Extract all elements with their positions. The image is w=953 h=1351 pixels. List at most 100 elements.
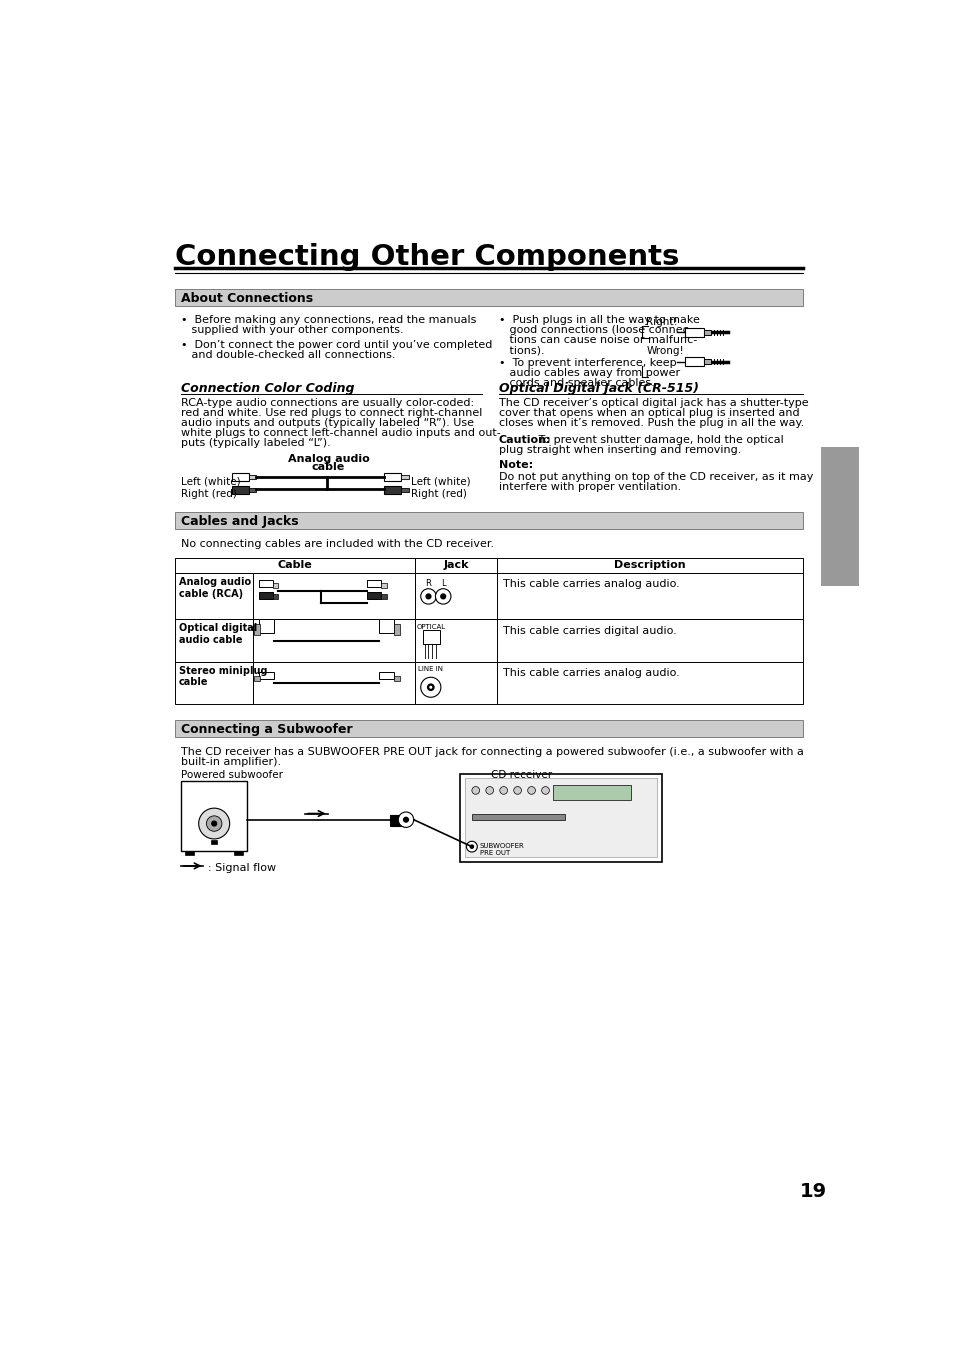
Bar [415,620,497,662]
Text: Right (red): Right (red) [181,489,237,499]
Circle shape [198,808,230,839]
Text: RCA-type audio connections are usually color-coded:: RCA-type audio connections are usually c… [181,397,474,408]
Bar [367,580,381,588]
Bar [174,573,253,620]
Circle shape [499,786,507,794]
Text: supplied with your other components.: supplied with your other components. [181,326,403,335]
Text: About Connections: About Connections [181,292,313,305]
Bar [415,662,497,704]
Bar [253,573,415,620]
Bar [384,486,401,494]
Text: Caution:: Caution: [498,435,551,446]
Bar [258,673,274,680]
Bar [174,512,802,528]
Text: The CD receiver’s optical digital jack has a shutter-type: The CD receiver’s optical digital jack h… [498,397,808,408]
Bar [174,620,253,662]
Text: plug straight when inserting and removing.: plug straight when inserting and removin… [498,446,740,455]
Text: interfere with proper ventilation.: interfere with proper ventilation. [498,482,680,492]
Text: built-in amplifier).: built-in amplifier). [181,758,281,767]
Bar [258,619,274,634]
Circle shape [513,786,521,794]
Text: : Signal flow: : Signal flow [208,863,276,873]
Text: Jack: Jack [443,561,468,570]
Circle shape [427,684,435,692]
Text: Stereo miniplug
cable: Stereo miniplug cable [179,666,267,688]
Bar [384,473,401,481]
Bar [249,474,256,480]
Bar [703,330,710,335]
Circle shape [206,816,222,831]
Bar [381,594,386,600]
Text: This cable carries analog audio.: This cable carries analog audio. [502,667,679,678]
Bar [401,474,409,480]
Circle shape [420,677,440,697]
Bar [258,592,273,598]
Circle shape [541,786,549,794]
Text: •  Push plugs in all the way to make: • Push plugs in all the way to make [498,315,700,326]
Text: Cable: Cable [277,561,313,570]
Text: audio cables away from power: audio cables away from power [498,369,679,378]
Text: cords and speaker cables.: cords and speaker cables. [498,378,654,389]
Bar [684,357,703,366]
Circle shape [469,844,474,848]
Text: Note:: Note: [498,461,533,470]
Bar [820,447,858,585]
Circle shape [425,593,431,600]
Bar [249,488,256,493]
Text: Analog audio: Analog audio [287,454,369,463]
Bar [211,840,217,844]
Circle shape [420,589,436,604]
Bar [174,289,802,307]
Bar [472,815,564,820]
Text: Cables and Jacks: Cables and Jacks [181,515,298,528]
Bar [233,851,243,855]
Bar [367,592,381,598]
Text: CD receiver: CD receiver [491,770,552,781]
Text: Description: Description [614,561,685,570]
Text: Optical Digital Jack (CR-515): Optical Digital Jack (CR-515) [498,382,699,396]
Circle shape [527,786,535,794]
Bar [390,815,404,825]
Bar [497,620,802,662]
Text: cover that opens when an optical plug is inserted and: cover that opens when an optical plug is… [498,408,799,417]
Text: Powered subwoofer: Powered subwoofer [181,770,283,781]
Bar [232,473,249,481]
Bar [378,673,394,680]
Bar [174,720,802,736]
Text: LINE IN: LINE IN [417,666,443,671]
Text: cable: cable [312,462,345,473]
Bar [394,676,399,681]
Text: R: R [425,580,431,589]
Bar [422,631,439,644]
Bar [459,774,661,862]
Text: OPTICAL: OPTICAL [416,624,445,630]
Bar [464,778,657,858]
Text: Optical digital
audio cable: Optical digital audio cable [179,623,257,644]
Bar [401,488,409,493]
Text: •  Before making any connections, read the manuals: • Before making any connections, read th… [181,315,476,326]
Bar [553,785,630,800]
Bar [181,781,247,851]
Text: To prevent shutter damage, hold the optical: To prevent shutter damage, hold the opti… [534,435,782,446]
Text: audio inputs and outputs (typically labeled “R”). Use: audio inputs and outputs (typically labe… [181,417,474,428]
Text: Right!: Right! [645,317,678,327]
Text: Do not put anything on top of the CD receiver, as it may: Do not put anything on top of the CD rec… [498,471,813,482]
Bar [253,662,415,704]
Bar [253,620,415,662]
Circle shape [439,593,446,600]
Bar [253,676,259,681]
Text: red and white. Use red plugs to connect right-channel: red and white. Use red plugs to connect … [181,408,482,417]
Bar [258,580,273,588]
Text: puts (typically labeled “L”).: puts (typically labeled “L”). [181,438,331,447]
Bar [273,594,278,600]
Text: tions can cause noise or malfunc-: tions can cause noise or malfunc- [498,335,697,346]
Bar [497,573,802,620]
Text: No connecting cables are included with the CD receiver.: No connecting cables are included with t… [181,539,494,550]
Bar [185,851,194,855]
Circle shape [397,812,414,827]
Circle shape [211,820,217,827]
Text: This cable carries analog audio.: This cable carries analog audio. [502,580,679,589]
Bar [378,619,394,634]
Bar [273,582,278,588]
Bar [174,662,253,704]
